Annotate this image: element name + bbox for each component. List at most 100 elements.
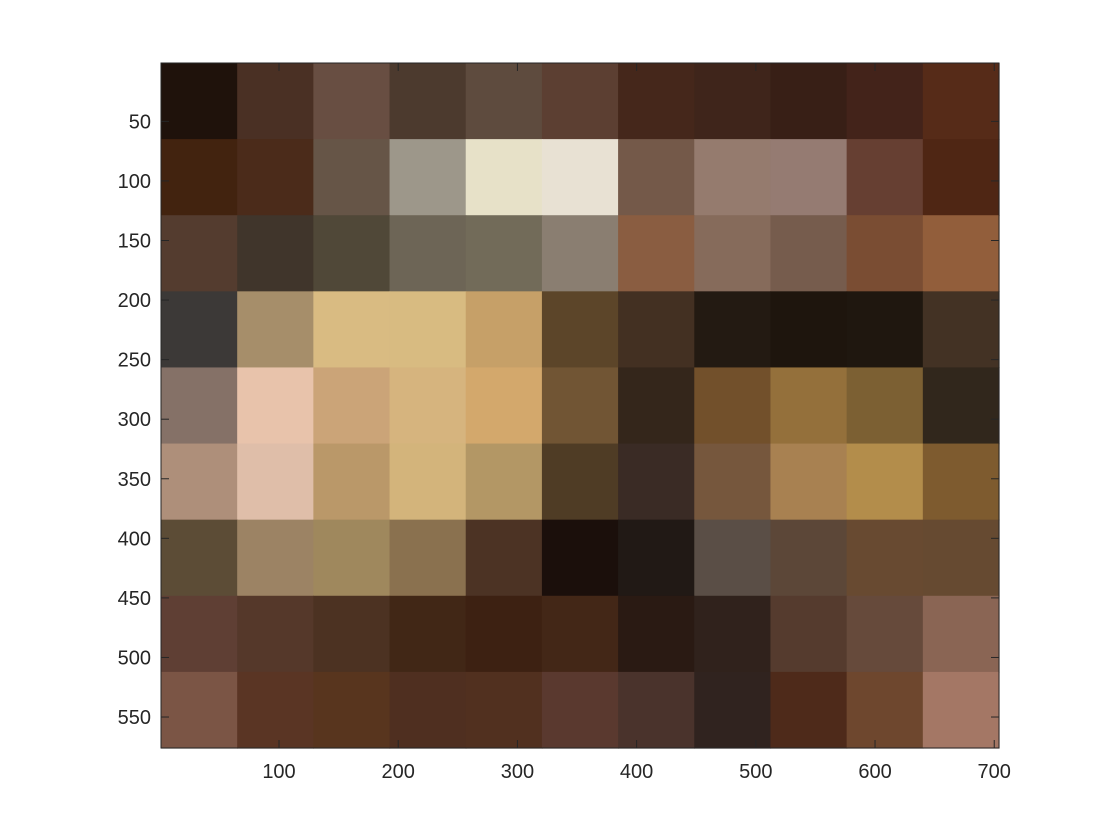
heatmap-cell xyxy=(389,215,467,292)
heatmap-cell xyxy=(694,671,772,749)
heatmap-cell xyxy=(846,671,924,749)
heatmap-cell xyxy=(161,519,238,597)
heatmap-cell xyxy=(237,63,314,140)
heatmap-cell xyxy=(770,215,848,292)
heatmap-cell xyxy=(694,595,772,673)
heatmap-cell xyxy=(694,367,772,445)
heatmap-cell xyxy=(694,519,772,597)
heatmap-cell xyxy=(465,443,543,521)
heatmap-cell xyxy=(541,519,619,597)
heatmap-cell xyxy=(846,215,924,292)
heatmap-cell xyxy=(161,367,238,445)
heatmap-cell xyxy=(922,367,1000,445)
heatmap-cell xyxy=(618,291,695,369)
heatmap-cell xyxy=(237,519,314,597)
y-tick-label: 500 xyxy=(118,647,151,669)
heatmap-cell xyxy=(694,443,772,521)
heatmap-cell xyxy=(161,215,238,292)
heatmap-cell xyxy=(161,63,238,140)
heatmap-cell xyxy=(237,443,314,521)
heatmap-cell xyxy=(313,139,391,216)
heatmap-cell xyxy=(846,291,924,369)
heatmap-cell xyxy=(465,671,543,749)
heatmap-cell xyxy=(237,671,314,749)
heatmap-cell xyxy=(541,367,619,445)
heatmap-cell xyxy=(922,139,1000,216)
heatmap-cell xyxy=(770,595,848,673)
y-tick-label: 450 xyxy=(118,588,151,610)
heatmap-cell xyxy=(618,671,695,749)
heatmap-cell xyxy=(161,595,238,673)
heatmap-cell xyxy=(846,595,924,673)
heatmap-cell xyxy=(618,139,695,216)
heatmap-cell xyxy=(846,519,924,597)
axes-box xyxy=(160,62,1000,749)
heatmap-cell xyxy=(389,63,467,140)
heatmap-cell xyxy=(389,291,467,369)
heatmap-cell xyxy=(465,215,543,292)
y-tick-label: 250 xyxy=(118,350,151,372)
heatmap-cells xyxy=(161,63,1000,749)
heatmap-cell xyxy=(922,443,1000,521)
heatmap-cell xyxy=(237,291,314,369)
heatmap-cell xyxy=(161,139,238,216)
heatmap-cell xyxy=(770,367,848,445)
heatmap-cell xyxy=(313,671,391,749)
heatmap-cell xyxy=(313,63,391,140)
heatmap-cell xyxy=(389,519,467,597)
heatmap-cell xyxy=(922,291,1000,369)
heatmap-cell xyxy=(618,443,695,521)
heatmap-cell xyxy=(313,443,391,521)
y-tick-label: 200 xyxy=(118,290,151,312)
heatmap-cell xyxy=(846,139,924,216)
heatmap-cell xyxy=(618,367,695,445)
x-tick-label: 200 xyxy=(382,761,415,783)
x-tick-label: 600 xyxy=(858,761,891,783)
heatmap-cell xyxy=(465,595,543,673)
heatmap-cell xyxy=(313,519,391,597)
heatmap-cell xyxy=(237,215,314,292)
axes: 100 200 300 400 500 600 700 50 100 150 200 250 300 35… xyxy=(118,62,1011,783)
y-tick-label: 300 xyxy=(118,409,151,431)
heatmap-cell xyxy=(161,671,238,749)
x-tick-label: 100 xyxy=(262,761,295,783)
heatmap-cell xyxy=(313,595,391,673)
heatmap-cell xyxy=(389,443,467,521)
heatmap-cell xyxy=(161,291,238,369)
heatmap-cell xyxy=(694,139,772,216)
heatmap-cell xyxy=(770,519,848,597)
heatmap-cell xyxy=(922,63,1000,140)
heatmap-cell xyxy=(846,443,924,521)
heatmap-cell xyxy=(389,595,467,673)
heatmap-cell xyxy=(465,139,543,216)
heatmap-cell xyxy=(313,291,391,369)
heatmap-cell xyxy=(846,63,924,140)
y-tick-label: 50 xyxy=(129,111,151,133)
heatmap-cell xyxy=(694,63,772,140)
y-tick-label: 400 xyxy=(118,528,151,550)
y-tick-label: 550 xyxy=(118,707,151,729)
heatmap-cell xyxy=(922,215,1000,292)
heatmap-cell xyxy=(465,63,543,140)
heatmap-cell xyxy=(541,671,619,749)
heatmap-cell xyxy=(389,671,467,749)
y-tick-label: 150 xyxy=(118,231,151,253)
heatmap-cell xyxy=(541,139,619,216)
heatmap-cell xyxy=(618,519,695,597)
heatmap-cell xyxy=(161,443,238,521)
heatmap-cell xyxy=(313,367,391,445)
heatmap-cell xyxy=(922,519,1000,597)
x-tick-label: 700 xyxy=(978,761,1011,783)
heatmap-cell xyxy=(465,291,543,369)
heatmap-cell xyxy=(541,291,619,369)
x-tick-label: 500 xyxy=(739,761,772,783)
heatmap-cell xyxy=(389,139,467,216)
heatmap-cell xyxy=(389,367,467,445)
heatmap-cell xyxy=(770,671,848,749)
heatmap-cell xyxy=(237,139,314,216)
heatmap-cell xyxy=(922,595,1000,673)
heatmap-cell xyxy=(694,291,772,369)
heatmap-cell xyxy=(618,595,695,673)
heatmap-cell xyxy=(237,595,314,673)
